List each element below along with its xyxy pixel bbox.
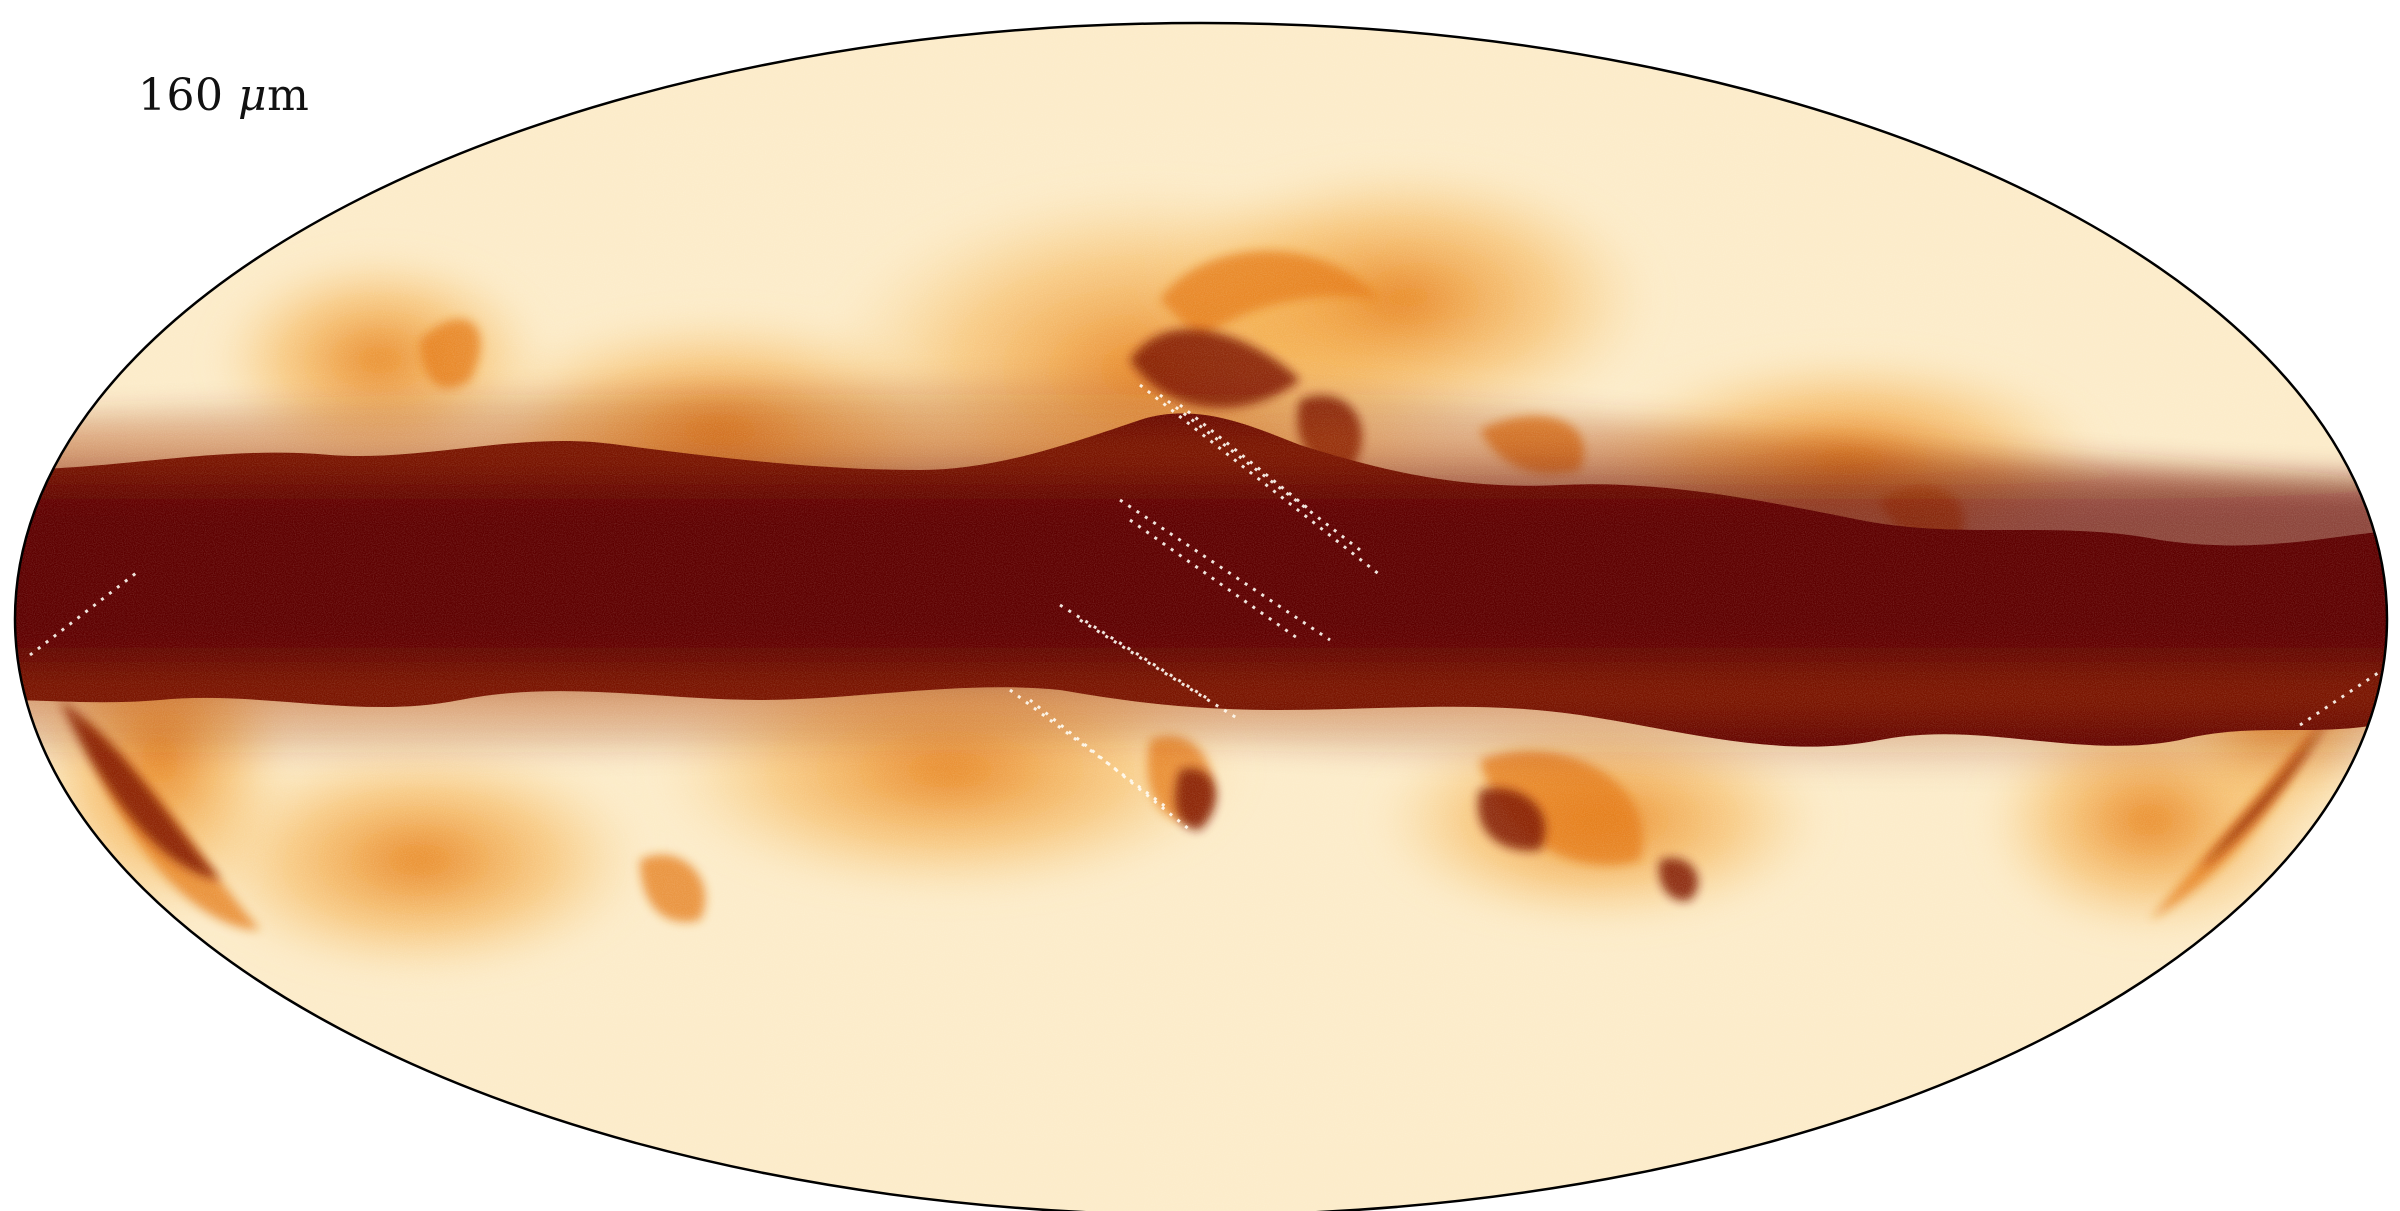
wavelength-unit: m: [267, 70, 310, 121]
wavelength-value: 160: [138, 70, 224, 121]
wavelength-unit-prefix: μ: [237, 70, 268, 121]
wavelength-label: 160 μm: [138, 70, 309, 121]
map-outline: [14, 21, 2388, 1211]
